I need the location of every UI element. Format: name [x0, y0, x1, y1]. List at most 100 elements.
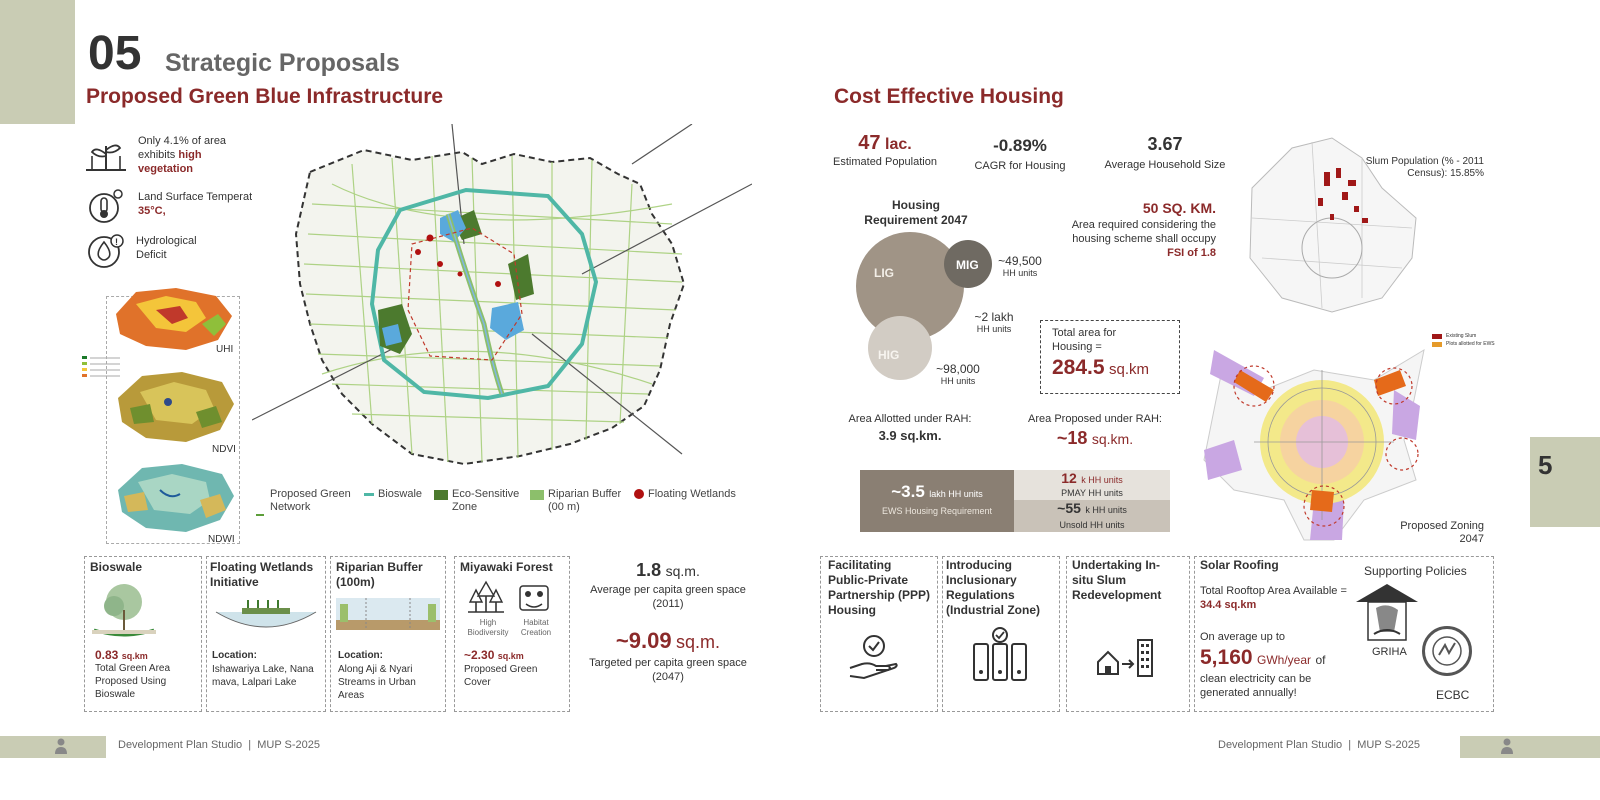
floating-location-label: Location:	[212, 650, 257, 661]
footer-left-text: Development Plan Studio | MUP S-2025	[118, 739, 320, 751]
footer-right-block	[1460, 736, 1600, 758]
mig-bubble	[944, 240, 992, 288]
card-slum-title: Undertaking In-situ Slum Redevelopment	[1072, 558, 1162, 602]
pmay-value: 12 k HH units	[1061, 470, 1123, 486]
rah-proposed: Area Proposed under RAH: ~18 sq.km.	[1028, 413, 1162, 448]
legend-bioswale-swatch	[364, 493, 374, 496]
slum-legend-existing-swatch	[1432, 334, 1442, 339]
water-drop-icon: !	[86, 232, 126, 270]
supporting-policies-title: Supporting Policies	[1364, 564, 1467, 578]
ews-requirement-block	[860, 470, 1014, 532]
legend-floating-wetlands: Floating Wetlands	[648, 488, 736, 500]
proposed-zoning-map	[1194, 330, 1434, 542]
card-floating-wetlands-title: Floating Wetlands Initiative	[210, 560, 314, 589]
card-ppp-housing	[820, 556, 938, 712]
ndwi-label: NDWI	[208, 534, 235, 545]
uhi-map-image	[106, 284, 236, 354]
legend-floating-wetlands-swatch	[634, 489, 644, 499]
total-area-value: 284.5 sq.km	[1052, 356, 1150, 379]
proposed-zoning-label: Proposed Zoning 2047	[1400, 520, 1484, 545]
green-blue-map	[251, 123, 753, 484]
housing-requirement-title: Housing Requirement 2047	[864, 198, 968, 227]
card-bioswale-title: Bioswale	[90, 560, 143, 574]
habitat-label: Habitat Creation	[520, 618, 552, 637]
mig-value: ~49,500 HH units	[998, 254, 1042, 278]
miyawaki-value: ~2.30 sq.km	[464, 648, 524, 662]
stat-household-size: 3.67 Average Household Size	[1104, 134, 1226, 171]
bioswale-value: 0.83 sq.km	[95, 648, 148, 662]
bioswale-diagram	[92, 580, 156, 640]
housing-title: Cost Effective Housing	[834, 85, 1064, 108]
house-to-building-icon	[1096, 636, 1156, 682]
unsold-block	[1014, 500, 1170, 532]
card-miyawaki-title: Miyawaki Forest	[460, 560, 553, 574]
fact-hydrological: Hydrological Deficit	[136, 235, 197, 261]
fact-vegetation: Only 4.1% of area exhibits high vegetati…	[138, 135, 227, 175]
floating-wetland-diagram	[212, 598, 320, 636]
temperature-icon	[86, 186, 126, 226]
regulations-icon	[970, 626, 1030, 684]
griha-label: GRIHA	[1372, 646, 1407, 658]
hig-value: ~98,000 HH units	[936, 362, 980, 386]
footer-right-user-icon	[1500, 738, 1514, 754]
solar-rooftop: Total Rooftop Area Available = 34.4 sq.k…	[1200, 585, 1347, 611]
legend-eco-sensitive-swatch	[434, 490, 448, 500]
stat-population: 47 lac. Estimated Population	[833, 132, 937, 168]
floating-location-desc: Ishawariya Lake, Nana mava, Lalpari Lake	[212, 664, 314, 688]
footer-left-block	[0, 736, 106, 758]
legend-bioswale: Bioswale	[378, 488, 423, 500]
section-number: 05	[88, 27, 142, 80]
rah-allotted: Area Allotted under RAH: 3.9 sq.km.	[848, 413, 972, 443]
ews-requirement-value: ~3.5 lakh HH units	[891, 482, 983, 501]
griha-logo	[1354, 582, 1420, 642]
target-green-space: ~9.09 sq.m. Targeted per capita green sp…	[589, 628, 747, 683]
habitat-icon	[516, 580, 552, 616]
legend-green-network-swatch	[256, 514, 264, 516]
bioswale-desc: Total Green Area Proposed Using Bioswale	[95, 663, 171, 700]
area-required-desc: Area required considering the housing sc…	[1071, 219, 1216, 259]
page-title: Strategic Proposals	[165, 49, 400, 77]
ndwi-map-image	[110, 460, 238, 536]
stat-cagr: -0.89% CAGR for Housing	[974, 136, 1066, 172]
unsold-label: Unsold HH units	[1059, 520, 1125, 530]
card-miyawaki-forest	[454, 556, 570, 712]
riparian-diagram	[336, 598, 440, 634]
card-riparian-buffer	[330, 556, 446, 712]
pmay-block	[1014, 470, 1170, 500]
header-corner-block	[0, 0, 75, 124]
card-inclusionary	[942, 556, 1060, 712]
green-blue-title: Proposed Green Blue Infrastructure	[86, 85, 444, 108]
miyawaki-desc: Proposed Green Cover	[464, 664, 538, 688]
ndvi-label: NDVI	[212, 444, 236, 455]
card-riparian-buffer-title: Riparian Buffer (100m)	[336, 560, 423, 589]
solar-average-text: On average up to	[1200, 631, 1286, 643]
unsold-value: ~55 k HH units	[1057, 500, 1127, 516]
uhi-legend-image	[82, 352, 122, 382]
riparian-location-label: Location:	[338, 650, 383, 661]
ecbc-logo	[1422, 626, 1472, 676]
solar-title: Solar Roofing	[1200, 558, 1279, 572]
mig-label: MIG	[956, 258, 979, 272]
page-side-tab	[1530, 437, 1600, 527]
footer-right-text: Development Plan Studio | MUP S-2025	[1218, 739, 1420, 751]
ecbc-label: ECBC	[1436, 688, 1470, 702]
legend-riparian-swatch	[530, 490, 544, 500]
legend-riparian: Riparian Buffer (00 m)	[548, 488, 622, 513]
solar-generation-value: 5,160 GWh/year of	[1200, 646, 1326, 669]
card-solar-roofing	[1194, 556, 1494, 712]
riparian-location-desc: Along Aji & Nyari Streams in Urban Areas	[338, 664, 416, 701]
page-side-tab-number: 5	[1538, 450, 1553, 480]
handshake-icon	[846, 628, 902, 684]
lig-value: ~2 lakh HH units	[974, 310, 1014, 334]
slum-population-label: Slum Population (% - 2011 Census): 15.85…	[1365, 156, 1484, 179]
total-area-label: Total area for Housing =	[1052, 327, 1117, 353]
card-floating-wetlands	[206, 556, 326, 712]
vegetation-icon	[84, 136, 128, 172]
card-slum-redevelopment	[1066, 556, 1190, 712]
card-inclusionary-title: Introducing Inclusionary Regulations (In…	[946, 558, 1040, 617]
pmay-label: PMAY HH units	[1061, 488, 1123, 498]
svg-text:!: !	[115, 237, 118, 247]
area-required-value: 50 SQ. KM.	[1142, 200, 1216, 216]
legend-eco-sensitive: Eco-Sensitive Zone	[452, 488, 520, 513]
solar-generation-desc: clean electricity can be generated annua…	[1200, 673, 1312, 699]
